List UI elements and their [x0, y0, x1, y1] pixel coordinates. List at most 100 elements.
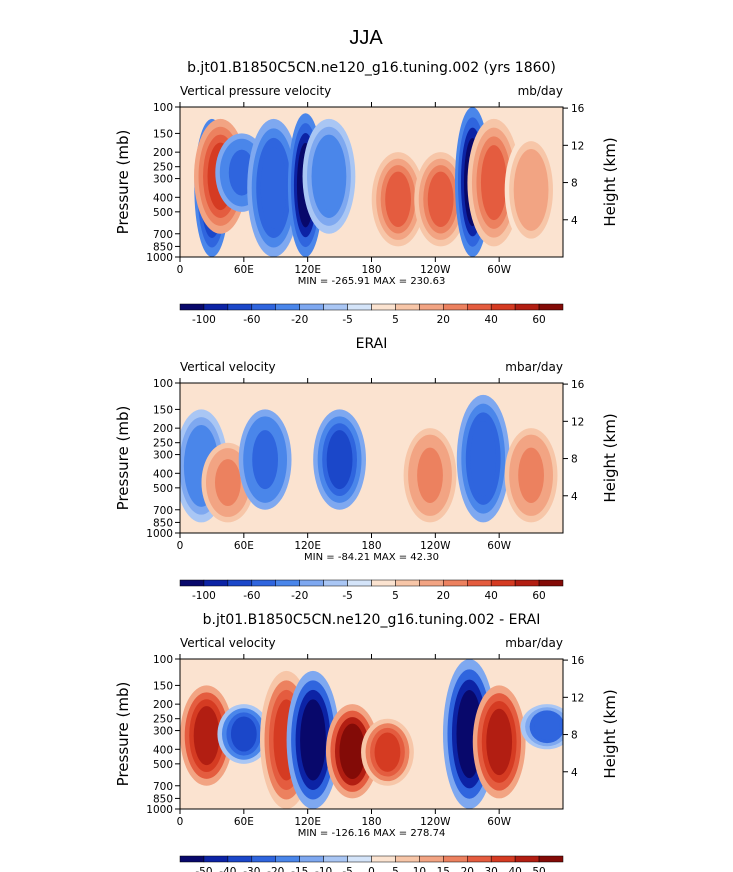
y-tick-label: 150: [153, 680, 173, 692]
colorbar-swatch: [203, 855, 229, 863]
colorbar-swatch: [347, 855, 372, 863]
colorbar-swatch: [514, 855, 540, 863]
contour-cell: [252, 430, 279, 490]
colorbar-label: -5: [342, 314, 352, 326]
colorbar-label: 40: [485, 314, 498, 326]
colorbar-swatch: [514, 579, 540, 587]
contour-cell: [486, 708, 513, 776]
colorbar-label: 5: [392, 314, 399, 326]
colorbar-swatch: [323, 579, 348, 587]
y-tick-label: 150: [153, 128, 173, 140]
y-tick-label: 100: [153, 102, 173, 114]
x-tick-label: 0: [177, 816, 184, 828]
colorbar-swatch: [179, 303, 205, 311]
units-label: mbar/day: [505, 360, 563, 374]
contour-cell: [339, 723, 366, 779]
colorbar-label: -10: [315, 866, 332, 872]
contour-cell: [518, 447, 544, 503]
height-tick-label: 16: [571, 379, 585, 391]
height-tick-label: 12: [571, 140, 584, 152]
colorbar-label: 50: [532, 866, 545, 872]
x-tick-label: 60W: [487, 816, 511, 828]
colorbar-swatch: [514, 303, 540, 311]
panel-title: ERAI: [356, 336, 388, 352]
units-label: mbar/day: [505, 636, 563, 650]
x-tick-label: 120W: [420, 540, 451, 552]
colorbar-label: 0: [368, 866, 375, 872]
colorbar-swatch: [538, 579, 564, 587]
contour-cell: [417, 447, 443, 503]
height-tick-label: 8: [571, 454, 578, 466]
colorbar-swatch: [275, 855, 300, 863]
x-tick-label: 60W: [487, 264, 511, 276]
colorbar-label: 20: [437, 314, 450, 326]
contour-cell: [316, 142, 342, 211]
x-tick-label: 60E: [234, 540, 254, 552]
contour-cell: [230, 716, 257, 752]
colorbar-swatch: [347, 579, 372, 587]
colorbar-swatch: [371, 855, 396, 863]
contour-cell: [518, 156, 544, 224]
y-tick-label: 400: [153, 468, 173, 480]
colorbar-swatch: [395, 579, 420, 587]
colorbar-swatch: [299, 855, 324, 863]
colorbar-label: 5: [392, 866, 399, 872]
y-tick-label: 200: [153, 423, 173, 435]
right-axis-title: Height (km): [601, 137, 619, 226]
contour-field: [180, 659, 563, 809]
colorbar-label: -60: [243, 590, 260, 602]
contour-cell: [260, 147, 287, 229]
colorbar-swatch: [179, 579, 205, 587]
min-max-label: MIN = -126.16 MAX = 278.74: [298, 828, 446, 839]
colorbar-label: 60: [532, 590, 545, 602]
colorbar-swatch: [395, 303, 420, 311]
colorbar-swatch: [490, 855, 516, 863]
colorbar-label: -5: [342, 590, 352, 602]
colorbar-swatch: [538, 855, 564, 863]
left-label: Vertical velocity: [180, 360, 276, 374]
contour-cell: [326, 430, 353, 490]
colorbar-swatch: [467, 579, 492, 587]
y-axis-title: Pressure (mb): [114, 406, 132, 511]
contour-field: [180, 383, 563, 533]
colorbar-label: -15: [291, 866, 308, 872]
left-label: Vertical pressure velocity: [180, 84, 331, 98]
y-axis-title: Pressure (mb): [114, 682, 132, 787]
colorbar-swatch: [251, 855, 276, 863]
min-max-label: MIN = -265.91 MAX = 230.63: [298, 276, 446, 287]
colorbar-swatch: [203, 303, 229, 311]
colorbar-swatch: [443, 855, 468, 863]
colorbar-label: -50: [195, 866, 212, 872]
y-tick-label: 1000: [146, 528, 173, 540]
x-tick-label: 120E: [294, 540, 321, 552]
colorbar-swatch: [227, 303, 253, 311]
panel-difference: b.jt01.B1850C5CN.ne120_g16.tuning.002 - …: [114, 612, 619, 872]
contour-cell: [470, 421, 497, 497]
y-tick-label: 300: [153, 726, 173, 738]
x-tick-label: 0: [177, 540, 184, 552]
x-tick-label: 180: [361, 540, 381, 552]
y-tick-label: 400: [153, 192, 173, 204]
colorbar-label: 10: [413, 866, 426, 872]
colorbar-swatch: [227, 855, 253, 863]
colorbar-label: 20: [437, 590, 450, 602]
x-tick-label: 120W: [420, 816, 451, 828]
colorbar-label: -20: [291, 314, 308, 326]
colorbar-swatch: [371, 303, 396, 311]
colorbar-swatch: [275, 303, 300, 311]
y-tick-label: 500: [153, 759, 173, 771]
colorbar-swatch: [275, 579, 300, 587]
colorbar-swatch: [443, 579, 468, 587]
colorbar-swatch: [490, 303, 516, 311]
colorbar-label: 40: [485, 590, 498, 602]
colorbar-swatch: [299, 303, 324, 311]
colorbar-swatch: [443, 303, 468, 311]
y-tick-label: 250: [153, 714, 173, 726]
contour-cell: [427, 171, 454, 227]
y-tick-label: 850: [153, 793, 173, 805]
colorbar-label: -20: [267, 866, 284, 872]
height-tick-label: 16: [571, 655, 585, 667]
colorbar-swatch: [179, 855, 205, 863]
colorbar-swatch: [251, 303, 276, 311]
